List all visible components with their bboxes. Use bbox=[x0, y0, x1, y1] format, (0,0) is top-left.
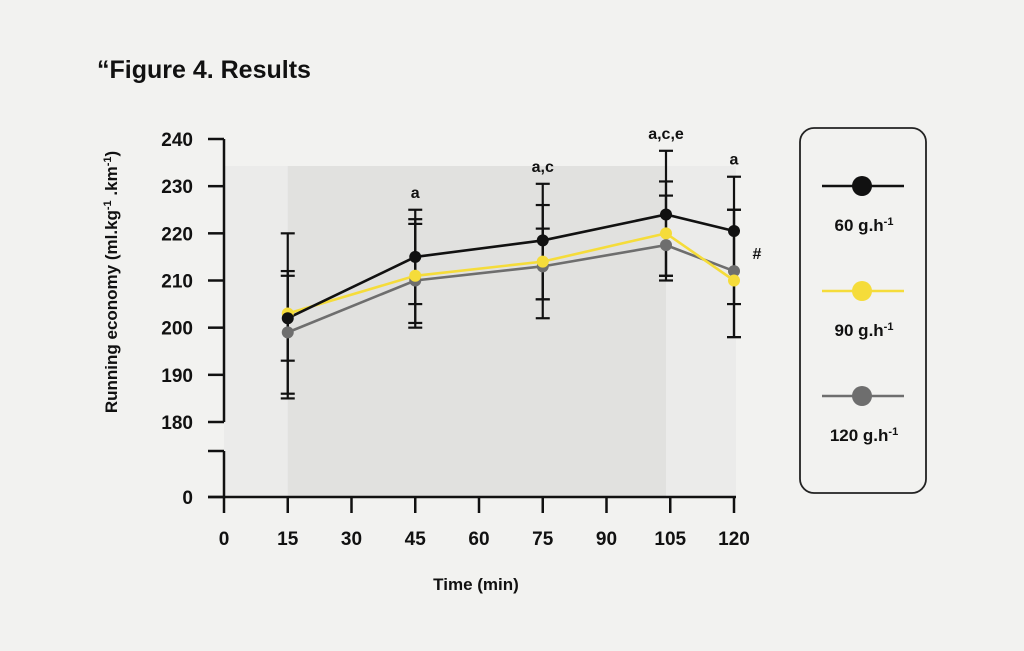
data-point bbox=[660, 227, 672, 240]
data-point bbox=[728, 265, 740, 278]
y-axis-label: Running economy (ml.kg-1 .km-1) bbox=[102, 151, 121, 413]
y-tick-label: 230 bbox=[161, 177, 193, 198]
significance-annotation: a bbox=[411, 185, 420, 202]
y-tick-label: 180 bbox=[161, 413, 193, 434]
data-point bbox=[409, 269, 422, 282]
y-axis-label-part: .km bbox=[102, 166, 121, 200]
y-axis-label-part: Running economy (ml.kg bbox=[102, 210, 121, 413]
x-tick-label: 15 bbox=[277, 529, 299, 550]
data-point bbox=[660, 239, 672, 252]
legend-label: 120 g.h-1 bbox=[830, 426, 898, 445]
legend-marker bbox=[852, 386, 872, 406]
legend-label-superscript: -1 bbox=[884, 216, 894, 228]
x-tick-label: 90 bbox=[596, 529, 617, 550]
significance-annotation: a,c bbox=[532, 159, 554, 176]
x-tick-label: 75 bbox=[532, 529, 554, 550]
data-point bbox=[281, 312, 294, 325]
y-tick-label: 220 bbox=[161, 224, 193, 245]
y-tick-label: 200 bbox=[161, 319, 193, 340]
legend-label: 60 g.h-1 bbox=[835, 216, 894, 235]
data-point bbox=[728, 274, 740, 287]
data-point bbox=[536, 234, 549, 247]
x-tick-label: 45 bbox=[405, 529, 427, 550]
x-tick-label: 60 bbox=[468, 529, 489, 550]
legend-label-text: 90 g.h bbox=[835, 321, 884, 340]
x-tick-label: 30 bbox=[341, 529, 362, 550]
legend-marker bbox=[852, 176, 872, 196]
y-tick-label: 210 bbox=[161, 272, 193, 293]
x-tick-label: 0 bbox=[219, 529, 230, 550]
data-point bbox=[409, 250, 422, 263]
y-axis-label-part: ) bbox=[102, 151, 121, 157]
hash-annotation: # bbox=[753, 246, 762, 263]
legend-label-superscript: -1 bbox=[888, 426, 898, 438]
legend-label-superscript: -1 bbox=[884, 321, 894, 333]
shaded-region bbox=[287, 166, 666, 497]
y-axis-label-superscript: -1 bbox=[102, 200, 114, 210]
data-point bbox=[728, 224, 740, 237]
x-axis-label: Time (min) bbox=[433, 575, 519, 594]
significance-annotation: a,c,e bbox=[648, 126, 684, 143]
y-tick-label: 190 bbox=[161, 366, 193, 387]
figure-title: “Figure 4. Results bbox=[97, 56, 311, 84]
y-tick-label: 0 bbox=[182, 488, 193, 509]
y-tick-label: 240 bbox=[161, 130, 193, 151]
legend-label-text: 60 g.h bbox=[835, 216, 884, 235]
legend-box bbox=[799, 127, 927, 494]
legend-label-text: 120 g.h bbox=[830, 426, 889, 445]
x-tick-label: 120 bbox=[718, 529, 750, 550]
legend-label: 90 g.h-1 bbox=[835, 321, 894, 340]
data-point bbox=[281, 326, 294, 339]
significance-annotation: a bbox=[730, 152, 739, 169]
y-axis-label-superscript: -1 bbox=[102, 157, 114, 167]
x-tick-label: 105 bbox=[654, 529, 686, 550]
legend-marker bbox=[852, 281, 872, 301]
data-point bbox=[660, 208, 672, 221]
data-point bbox=[536, 255, 549, 268]
